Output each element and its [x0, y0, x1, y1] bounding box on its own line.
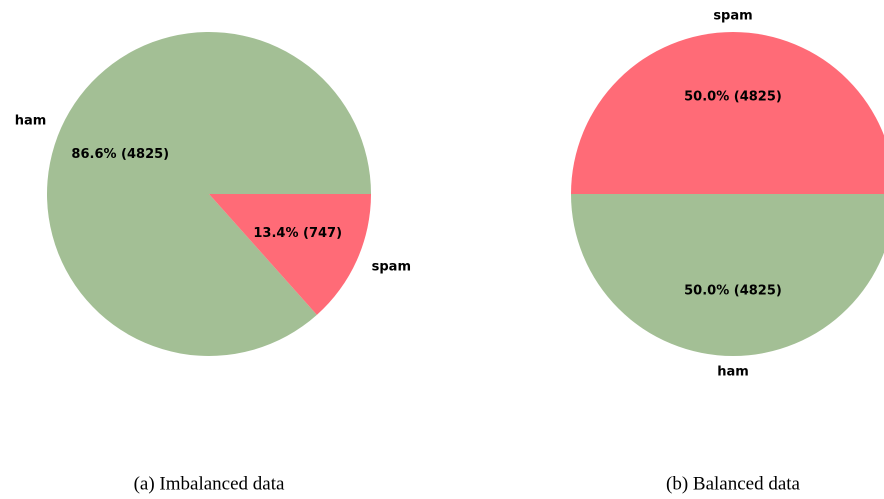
pie-slice: [571, 32, 884, 194]
caption: (b) Balanced data: [666, 473, 801, 494]
value-label: 13.4% (747): [253, 226, 342, 241]
caption: (a) Imbalanced data: [134, 473, 285, 494]
pie-slice: [209, 194, 371, 315]
pie-slice: [571, 194, 884, 356]
value-label: 50.0% (4825): [684, 89, 782, 104]
slice-label: ham: [15, 114, 47, 129]
value-label: 50.0% (4825): [684, 284, 782, 299]
value-label: 86.6% (4825): [71, 147, 169, 162]
slice-label: ham: [717, 365, 749, 380]
slice-label: spam: [372, 259, 411, 274]
pie-slice: [47, 31, 372, 356]
slice-label: spam: [713, 8, 752, 23]
